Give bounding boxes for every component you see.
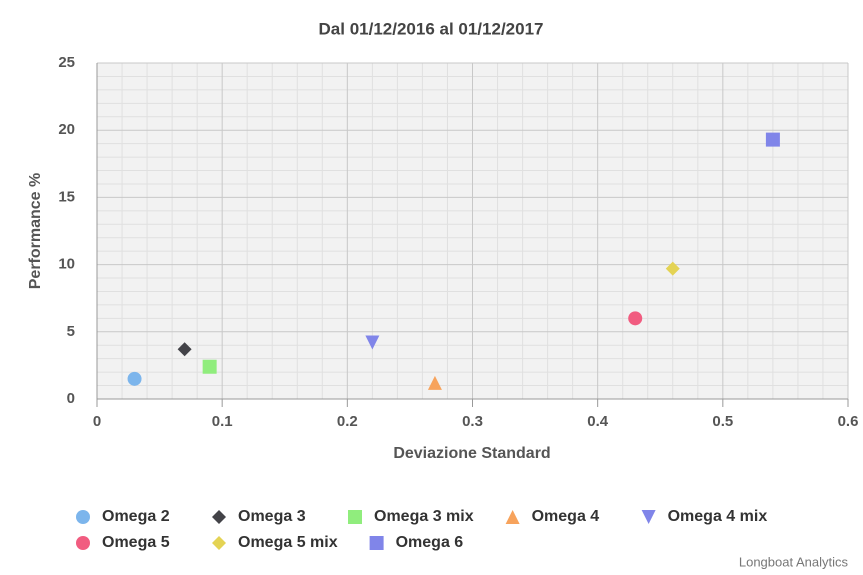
- legend-label: Omega 2: [102, 508, 170, 525]
- y-tick-label: 0: [67, 390, 75, 407]
- legend-marker: [212, 510, 226, 524]
- x-axis-title: Deviazione Standard: [393, 445, 550, 462]
- x-tick-label: 0.2: [337, 413, 358, 430]
- legend-marker: [348, 510, 362, 524]
- point: [665, 261, 680, 276]
- point: [127, 371, 142, 386]
- x-tick-label: 0.6: [838, 413, 859, 430]
- legend-marker: [212, 536, 226, 550]
- legend-marker: [641, 510, 656, 524]
- legend-marker: [76, 536, 90, 550]
- legend-marker: [505, 510, 520, 524]
- y-axis-title: Performance %: [27, 173, 44, 290]
- x-tick-label: 0.4: [587, 413, 609, 430]
- x-tick-label: 0.3: [462, 413, 483, 430]
- legend-label: Omega 5: [102, 534, 170, 551]
- point: [628, 311, 643, 326]
- point: [177, 342, 192, 357]
- y-tick-label: 15: [58, 188, 75, 205]
- legend-label: Omega 3: [238, 508, 306, 525]
- point: [427, 375, 442, 390]
- legend-label: Omega 5 mix: [238, 534, 338, 551]
- legend-label: Omega 4 mix: [668, 508, 768, 525]
- y-tick-label: 10: [58, 256, 75, 273]
- y-tick-label: 5: [67, 323, 75, 340]
- credit: Longboat Analytics: [739, 554, 849, 569]
- x-tick-label: 0.5: [712, 413, 733, 430]
- legend-label: Omega 4: [532, 508, 600, 525]
- legend-marker: [369, 536, 384, 550]
- legend-label: Omega 6: [396, 534, 464, 551]
- y-tick-label: 20: [58, 121, 75, 138]
- x-tick-label: 0.1: [212, 413, 233, 430]
- legend-label: Omega 3 mix: [374, 508, 474, 525]
- point: [202, 359, 217, 374]
- chart-title: Dal 01/12/2016 al 01/12/2017: [319, 19, 544, 38]
- x-tick-label: 0: [93, 413, 101, 430]
- y-tick-label: 25: [58, 54, 75, 71]
- point: [765, 132, 780, 147]
- point: [365, 335, 380, 350]
- legend-marker: [76, 510, 90, 524]
